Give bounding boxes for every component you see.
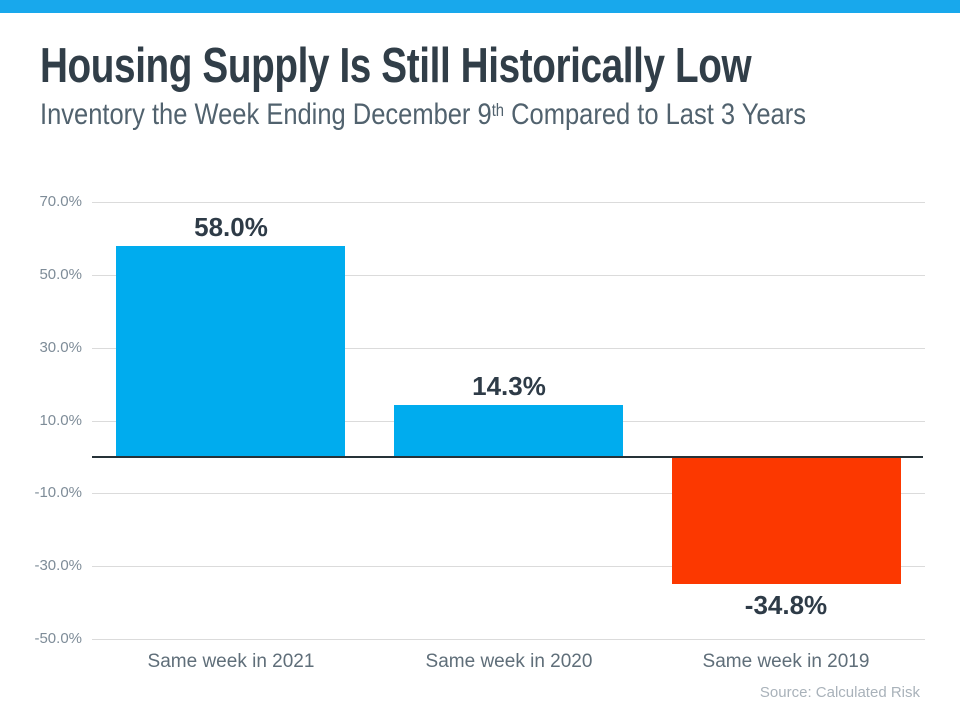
bar-value-label: 58.0% [194, 212, 268, 242]
gridline [92, 493, 925, 494]
bar [672, 458, 901, 584]
gridline [92, 275, 925, 276]
y-axis-tick-label: 50.0% [39, 266, 82, 283]
subtitle-superscript: th [491, 100, 505, 121]
y-axis-tick-label: 10.0% [39, 412, 82, 429]
gridline [92, 348, 925, 349]
x-axis-category-label: Same week in 2021 [147, 651, 315, 672]
y-axis-tick-label: 70.0% [39, 193, 82, 210]
source-credit: Source: Calculated Risk [759, 684, 920, 701]
y-axis-tick-label: 30.0% [39, 339, 82, 356]
y-axis-tick-label: -50.0% [34, 630, 82, 647]
page-subtitle: Inventory the Week Ending December 9th C… [40, 98, 806, 132]
subtitle-text-start: Inventory the Week Ending December 9 [40, 98, 492, 131]
bar-value-label: 14.3% [472, 371, 546, 401]
gridline [92, 566, 925, 567]
x-axis-category-label: Same week in 2020 [425, 651, 593, 672]
y-axis-tick-label: -30.0% [34, 557, 82, 574]
y-axis-tick-label: -10.0% [34, 484, 82, 501]
x-axis-category-label: Same week in 2019 [702, 651, 870, 672]
bar [394, 405, 623, 457]
gridline [92, 639, 925, 640]
accent-strip [0, 0, 960, 13]
zero-axis-line [92, 456, 923, 458]
bar [116, 246, 345, 457]
gridline [92, 202, 925, 203]
bar-value-label: -34.8% [744, 590, 828, 620]
subtitle-text-end: Compared to Last 3 Years [504, 98, 806, 131]
page-title: Housing Supply Is Still Historically Low [40, 39, 752, 93]
